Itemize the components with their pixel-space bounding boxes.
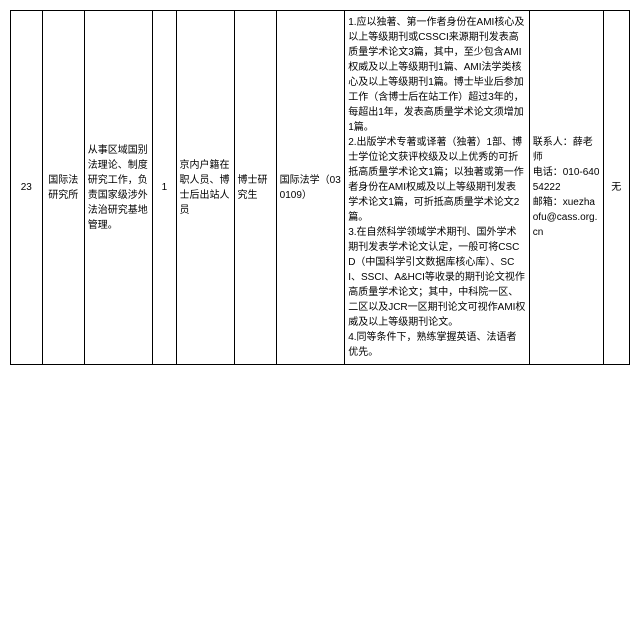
cell-work-description: 从事区域国别法理论、制度研究工作，负责国家级涉外法治研究基地管理。 — [84, 11, 153, 365]
cell-major: 国际法学（030109） — [276, 11, 345, 365]
cell-contact: 联系人：薛老师电话：010-64054222邮箱：xuezhaofu@cass.… — [529, 11, 603, 365]
recruitment-table: 23 国际法研究所 从事区域国别法理论、制度研究工作，负责国家级涉外法治研究基地… — [10, 10, 630, 365]
cell-note: 无 — [603, 11, 629, 365]
cell-headcount: 1 — [153, 11, 176, 365]
table-row: 23 国际法研究所 从事区域国别法理论、制度研究工作，负责国家级涉外法治研究基地… — [11, 11, 630, 365]
cell-institute: 国际法研究所 — [42, 11, 84, 365]
cell-requirements: 1.应以独著、第一作者身份在AMI核心及以上等级期刊或CSSCI来源期刊发表高质… — [345, 11, 530, 365]
cell-personnel-type: 京内户籍在职人员、博士后出站人员 — [176, 11, 234, 365]
cell-number: 23 — [11, 11, 43, 365]
cell-education: 博士研究生 — [234, 11, 276, 365]
